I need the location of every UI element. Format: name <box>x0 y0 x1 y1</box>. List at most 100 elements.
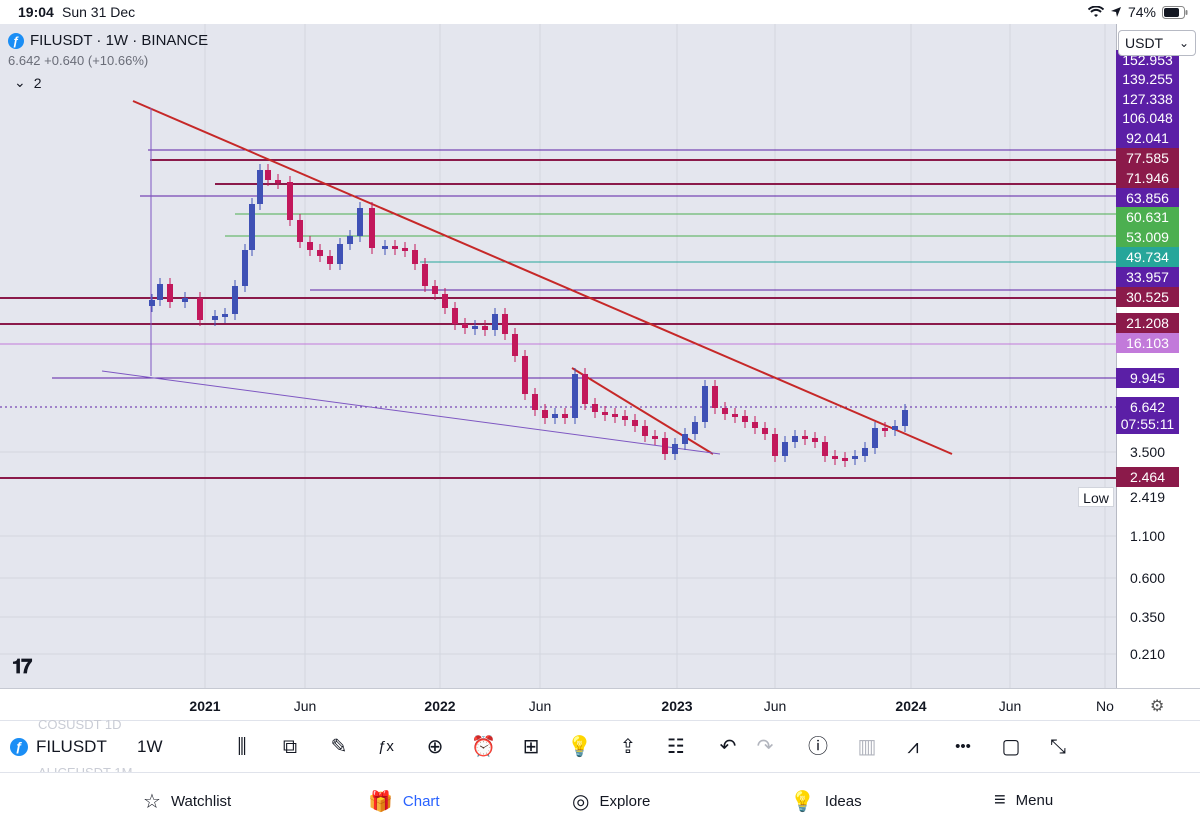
layout-grid-icon[interactable]: ⊞ <box>522 736 540 758</box>
time-axis-label: 2024 <box>895 698 927 714</box>
candle-body <box>862 448 868 456</box>
candle-body <box>852 456 858 459</box>
candle-body <box>327 256 333 264</box>
info-icon[interactable]: ⓘ <box>808 736 828 758</box>
currency-select[interactable]: USDT ⌄ <box>1118 30 1196 56</box>
trend-icon[interactable]: ⩘ <box>907 736 919 758</box>
candle-body <box>812 438 818 442</box>
status-indicators: 74% <box>1087 4 1188 20</box>
legend-collapsed-count: 2 <box>33 74 42 91</box>
price-axis-label: 9.945 <box>1116 368 1179 388</box>
time-axis-label: Jun <box>528 698 552 714</box>
more-icon[interactable]: ••• <box>955 738 971 755</box>
add-icon[interactable]: ⊕ <box>426 736 444 758</box>
chart-legend[interactable]: ƒ FILUSDT · 1W · BINANCE 6.642 +0.640 (+… <box>8 32 208 91</box>
idea-bulb-icon[interactable]: 💡 <box>567 736 592 758</box>
candle-body <box>642 426 648 436</box>
compass-icon: ◎ <box>572 791 590 813</box>
fx-icon[interactable]: ƒx <box>378 738 394 755</box>
tab-label: Watchlist <box>170 793 232 810</box>
candle-body <box>742 416 748 422</box>
candle-body <box>802 436 808 439</box>
tradingview-logo-icon: 𝟏𝟕 <box>12 656 32 678</box>
interval-picker[interactable]: 1W <box>137 737 163 756</box>
candle-body <box>382 246 388 249</box>
tab-label: Menu <box>1015 792 1054 809</box>
candle-body <box>402 248 408 251</box>
undo-icon[interactable]: ↶ <box>719 736 737 758</box>
tab-menu[interactable]: ≡ Menu <box>994 789 1053 812</box>
candle-body <box>462 324 468 328</box>
tab-ideas[interactable]: 💡 Ideas <box>790 789 862 814</box>
candle-body <box>562 414 568 418</box>
candle-body <box>265 170 271 180</box>
share-icon[interactable]: ⇪ <box>619 736 637 758</box>
candle-body <box>182 298 188 302</box>
battery-icon <box>1162 5 1188 19</box>
expand-icon[interactable]: ⤡ <box>1050 736 1066 758</box>
status-date: Sun 31 Dec <box>62 4 136 20</box>
bottom-tab-bar: ☆ Watchlist 🎁 Chart ◎ Explore 💡 Ideas ≡ Menu <box>0 772 1200 838</box>
major-trendline <box>132 100 953 455</box>
tab-explore[interactable]: ◎ Explore <box>572 789 650 814</box>
candle-body <box>442 294 448 308</box>
candle-body <box>432 286 438 294</box>
candle-body <box>307 242 313 250</box>
draw-pen-icon[interactable]: ✎ <box>330 736 348 758</box>
legend-symbol[interactable]: FILUSDT · 1W · BINANCE <box>30 32 209 49</box>
alarm-icon[interactable]: ⏰ <box>471 736 496 758</box>
price-axis-label: 92.041 <box>1116 128 1179 148</box>
fullscreen-icon[interactable]: ▢ <box>1001 736 1021 758</box>
status-time: 19:04 <box>18 4 54 20</box>
volume-icon[interactable]: ▥ <box>857 736 877 758</box>
tab-watchlist[interactable]: ☆ Watchlist <box>143 789 231 814</box>
indicators-compare-icon[interactable]: ⧉ <box>282 736 298 758</box>
candle-body <box>222 314 228 317</box>
candle-body <box>522 356 528 394</box>
candle-body <box>632 420 638 426</box>
price-axis-label: 30.525 <box>1116 287 1179 307</box>
candle-body <box>762 428 768 434</box>
tab-chart[interactable]: 🎁 Chart <box>368 789 440 814</box>
candle-body <box>612 414 618 417</box>
chart-area[interactable] <box>0 24 1116 688</box>
legend-price-change: 6.642 +0.640 (+10.66%) <box>8 53 149 68</box>
status-bar: 19:04 Sun 31 Dec 74% <box>0 0 1200 24</box>
candle-body <box>369 208 375 248</box>
candle-body <box>482 326 488 330</box>
candle-body <box>157 284 163 300</box>
time-axis-label: 2021 <box>189 698 221 714</box>
filecoin-logo-icon: ƒ <box>10 738 28 756</box>
time-axis-label: Jun <box>763 698 787 714</box>
gift-icon: 🎁 <box>368 791 393 813</box>
time-axis[interactable]: 2021 Jun 2022 Jun 2023 Jun 2024 Jun No <box>0 688 1200 720</box>
candlestick-chart[interactable] <box>0 24 1116 688</box>
candle-body <box>275 180 281 183</box>
candle-body <box>872 428 878 448</box>
gear-icon[interactable]: ⚙ <box>1150 698 1165 715</box>
redo-icon[interactable]: ↷ <box>756 736 774 758</box>
chart-toolbar: COSUSDT 1D ALICEUSDT 1M ƒ FILUSDT 1W ⫼⧉✎… <box>0 717 1200 780</box>
toolbar-symbol: FILUSDT <box>36 737 107 756</box>
symbol-picker[interactable]: ƒ FILUSDT <box>10 737 107 757</box>
price-axis-label: 63.856 <box>1116 188 1179 208</box>
candle-body <box>357 208 363 236</box>
candle-body <box>702 386 708 422</box>
candle-body <box>712 386 718 408</box>
price-axis-label: 16.103 <box>1116 333 1179 353</box>
legend-collapse-toggle[interactable]: ⌄ 2 <box>14 74 208 91</box>
object-tree-icon[interactable]: ☷ <box>667 736 685 758</box>
candle-body <box>212 316 218 320</box>
price-axis-label: 21.208 <box>1116 313 1179 333</box>
time-axis-label: 2022 <box>424 698 456 714</box>
time-axis-label: Jun <box>293 698 317 714</box>
candle-body <box>512 334 518 356</box>
tab-label: Explore <box>599 793 651 810</box>
price-axis-label: 53.009 <box>1116 227 1179 247</box>
candle-body <box>297 220 303 242</box>
price-axis-label: 07:55:11 <box>1116 414 1179 434</box>
support-trendline <box>101 370 721 455</box>
price-axis-label: 106.048 <box>1116 108 1179 128</box>
candles-icon[interactable]: ⫼ <box>237 736 247 758</box>
price-axis-label: 3.500 <box>1129 444 1166 460</box>
